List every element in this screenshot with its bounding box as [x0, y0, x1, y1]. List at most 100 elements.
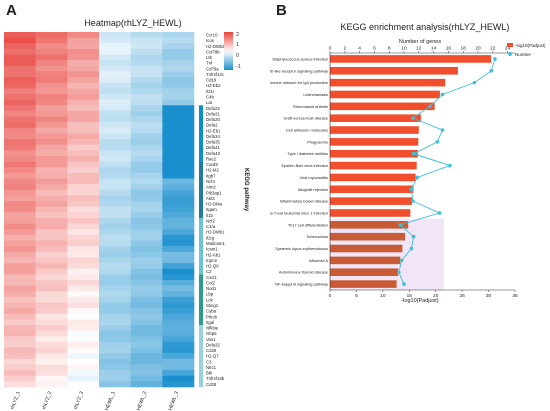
gene-label: Defa41	[206, 145, 220, 150]
heatmap-cell	[130, 217, 163, 224]
heatmap-cell	[162, 122, 195, 129]
heatmap-cell	[67, 116, 100, 123]
heatmap-cell	[4, 279, 36, 286]
heatmap-cell	[130, 353, 163, 360]
gene-label: Prkcb	[206, 314, 218, 319]
heatmap-cell	[4, 184, 36, 191]
gene-label: Ltb	[206, 55, 213, 60]
heatmap-cell	[162, 201, 195, 207]
gene-label: Defa34	[206, 134, 220, 139]
heatmap-cell	[67, 184, 100, 191]
heatmap-cell	[162, 88, 195, 95]
heatmap-cell	[67, 150, 100, 157]
heatmap: Ccr10IcosH2-DMb2Col79bLtbTnfCd79aTnfrsf1…	[4, 32, 249, 411]
heatmap-cell	[162, 313, 195, 320]
heatmap-cell	[67, 144, 100, 151]
heatmap-cell	[67, 178, 100, 185]
heatmap-cell	[99, 347, 131, 354]
number-point-1	[493, 57, 497, 61]
heatmap-cell	[35, 65, 68, 72]
number-point-3	[472, 80, 477, 85]
heatmap-cell	[162, 60, 195, 67]
heatmap-cell	[67, 217, 100, 224]
heatmap-cell	[99, 71, 131, 78]
gene-label: Card9	[206, 162, 218, 167]
heatmap-cell	[4, 144, 36, 151]
heatmap-cell	[162, 105, 195, 112]
heatmap-cell	[4, 139, 36, 145]
heatmap-cell	[67, 381, 100, 388]
heatmap-cell	[130, 77, 163, 84]
heatmap-cell	[67, 206, 100, 213]
heatmap-cell	[130, 319, 163, 326]
bar-11	[330, 173, 416, 182]
gene-label: Defa22	[206, 106, 220, 111]
heatmap-cell	[35, 60, 68, 67]
heatmap-cell	[162, 212, 195, 219]
heatmap-cell	[35, 93, 68, 100]
bar-15	[330, 221, 409, 229]
heatmap-cell	[99, 279, 131, 286]
heatmap-cell	[67, 358, 100, 365]
heatmap-cell	[130, 184, 163, 191]
top-axis-label: Number of genes	[399, 39, 441, 45]
heatmap-cell	[130, 54, 163, 61]
heatmap-cell	[4, 341, 36, 348]
gene-label: H2-DMb1	[206, 230, 225, 235]
gene-label: Rac2	[206, 156, 217, 161]
heatmap-cell	[67, 212, 100, 219]
heatmap-cell	[35, 246, 68, 253]
heatmap-cell	[35, 251, 68, 258]
heatmap-cell	[99, 105, 131, 112]
heatmap-cell	[130, 195, 163, 202]
bar-10	[330, 161, 417, 170]
heatmap-cell	[130, 99, 163, 106]
category-label-6: Graft-versus-host disease	[283, 116, 328, 121]
legend-tick-neg1: -1	[236, 64, 241, 70]
heatmap-cell	[35, 77, 68, 84]
bottom-tick-label: 15	[407, 293, 413, 299]
legend-bar-label: -log10(Padjust)	[515, 43, 546, 48]
number-point-11	[415, 175, 420, 180]
heatmap-cell	[35, 167, 68, 174]
heatmap-cell	[35, 127, 68, 134]
heatmap-cell	[130, 82, 163, 89]
heatmap-cell	[4, 319, 36, 326]
bar-13	[330, 197, 412, 205]
heatmap-cell	[67, 133, 100, 140]
heatmap-cell	[162, 375, 195, 382]
bar-12	[330, 185, 414, 194]
heatmap-cell	[99, 82, 131, 89]
heatmap-cell	[99, 330, 131, 337]
bottom-tick-label: 30	[486, 293, 492, 299]
heatmap-cell	[99, 358, 131, 365]
heatmap-cell	[4, 201, 36, 207]
heatmap-cell	[162, 257, 195, 264]
heatmap-cell	[99, 99, 131, 106]
top-tick-label: 22	[490, 46, 496, 52]
category-label-11: Viral myocarditis	[300, 175, 329, 180]
gene-label: Col2	[206, 280, 215, 285]
number-point-17	[409, 246, 414, 251]
heatmap-cell	[35, 71, 68, 78]
heatmap-cell	[67, 308, 100, 315]
heatmap-cell	[99, 127, 131, 134]
heatmap-cell	[35, 139, 68, 145]
heatmap-cell	[162, 127, 195, 134]
heatmap-cell	[4, 251, 36, 258]
heatmap-cell	[130, 308, 163, 315]
heatmap-cell	[99, 122, 131, 129]
heatmap-cell	[130, 285, 163, 292]
heatmap-cell	[67, 364, 100, 371]
number-point-4	[440, 92, 445, 97]
bar-5	[330, 102, 435, 111]
heatmap-cell	[67, 268, 100, 275]
heatmap-cell	[99, 240, 131, 247]
heatmap-cell	[4, 353, 36, 360]
heatmap-cell	[99, 325, 131, 331]
bar-17	[330, 244, 403, 253]
heatmap-cell	[4, 172, 36, 179]
heatmap-cell	[4, 325, 36, 331]
gene-label: Cyba	[206, 309, 217, 314]
heatmap-cell	[162, 54, 195, 61]
